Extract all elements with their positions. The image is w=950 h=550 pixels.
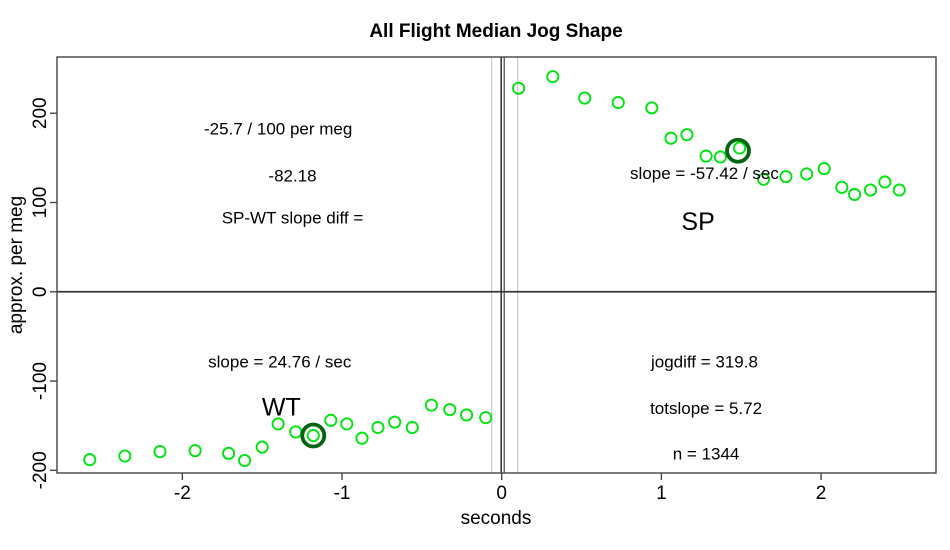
data-point-wt <box>355 431 369 445</box>
y-tick-label: 100 <box>30 187 51 219</box>
data-point-wt <box>479 411 493 425</box>
data-point-sp <box>757 172 771 186</box>
data-point-wt <box>306 428 320 443</box>
data-point-sp <box>779 170 793 184</box>
chart-title: All Flight Median Jog Shape <box>369 21 622 42</box>
slope-diff-label: SP-WT slope diff = <box>222 209 364 228</box>
data-point-sp <box>713 150 727 164</box>
jogdiff-text: jogdiff = 319.8 <box>650 352 758 371</box>
n-text: n = 1344 <box>673 444 740 463</box>
data-point-sp <box>863 183 878 197</box>
data-point-sp <box>733 141 747 155</box>
data-point-wt <box>118 449 132 463</box>
data-point-wt <box>188 444 202 458</box>
wt-slope-text: slope = 24.76 / sec <box>208 352 352 371</box>
data-point-wt <box>460 408 474 422</box>
data-point-wt <box>289 425 303 439</box>
data-point-wt <box>222 446 236 460</box>
data-point-wt <box>424 398 438 412</box>
wt-label: WT <box>262 394 301 422</box>
data-point-wt <box>324 413 338 427</box>
data-point-wt <box>443 403 457 417</box>
data-point-wt <box>371 420 385 435</box>
y-tick-label: -100 <box>30 362 51 400</box>
data-point-wt <box>238 453 252 468</box>
x-axis-label: seconds <box>461 508 532 529</box>
x-tick-label: -1 <box>334 483 351 504</box>
data-point-wt <box>388 415 402 429</box>
data-point-sp <box>546 70 560 84</box>
data-point-sp <box>512 81 526 95</box>
data-point-sp <box>680 128 694 142</box>
data-point-wt <box>83 453 97 467</box>
data-point-sp <box>664 131 678 145</box>
data-point-sp <box>848 187 862 202</box>
data-point-sp <box>578 91 592 105</box>
y-tick-label: -200 <box>30 451 51 489</box>
totslope-text: totslope = 5.72 <box>650 399 762 418</box>
highlight-ring-wt <box>300 422 327 449</box>
plot-area: -2 -1 0 1 2 -200 -100 0 100 200 -25.7 / 100 per me… <box>30 56 937 504</box>
data-point-wt <box>405 420 419 435</box>
data-point-wt <box>340 417 354 431</box>
x-tick-label: -2 <box>174 483 191 504</box>
highlight-ring-sp <box>725 137 751 164</box>
x-tick-label: 1 <box>656 483 667 504</box>
y-tick-label: 200 <box>30 97 51 129</box>
y-tick-label: 0 <box>30 286 51 297</box>
data-point-sp <box>699 149 713 163</box>
data-point-sp <box>892 183 906 197</box>
data-point-wt <box>255 440 269 454</box>
sp-slope-text: slope = -57.42 / sec <box>630 164 779 183</box>
data-point-sp <box>817 162 831 176</box>
data-point-sp <box>835 180 849 194</box>
slope-per-meg-text: -25.7 / 100 per meg <box>204 119 352 138</box>
slope-diff-value: -82.18 <box>268 167 316 186</box>
y-axis-label: approx. per meg <box>6 196 27 334</box>
data-point-wt <box>153 445 167 459</box>
x-tick-label: 2 <box>816 483 827 504</box>
data-point-wt <box>271 417 285 431</box>
data-point-sp <box>645 101 659 115</box>
x-tick-label: 0 <box>496 483 507 504</box>
data-point-sp <box>800 167 814 181</box>
data-point-sp <box>878 175 892 189</box>
plot-box <box>56 56 937 474</box>
data-point-sp <box>611 95 625 110</box>
sp-label: SP <box>681 208 714 236</box>
